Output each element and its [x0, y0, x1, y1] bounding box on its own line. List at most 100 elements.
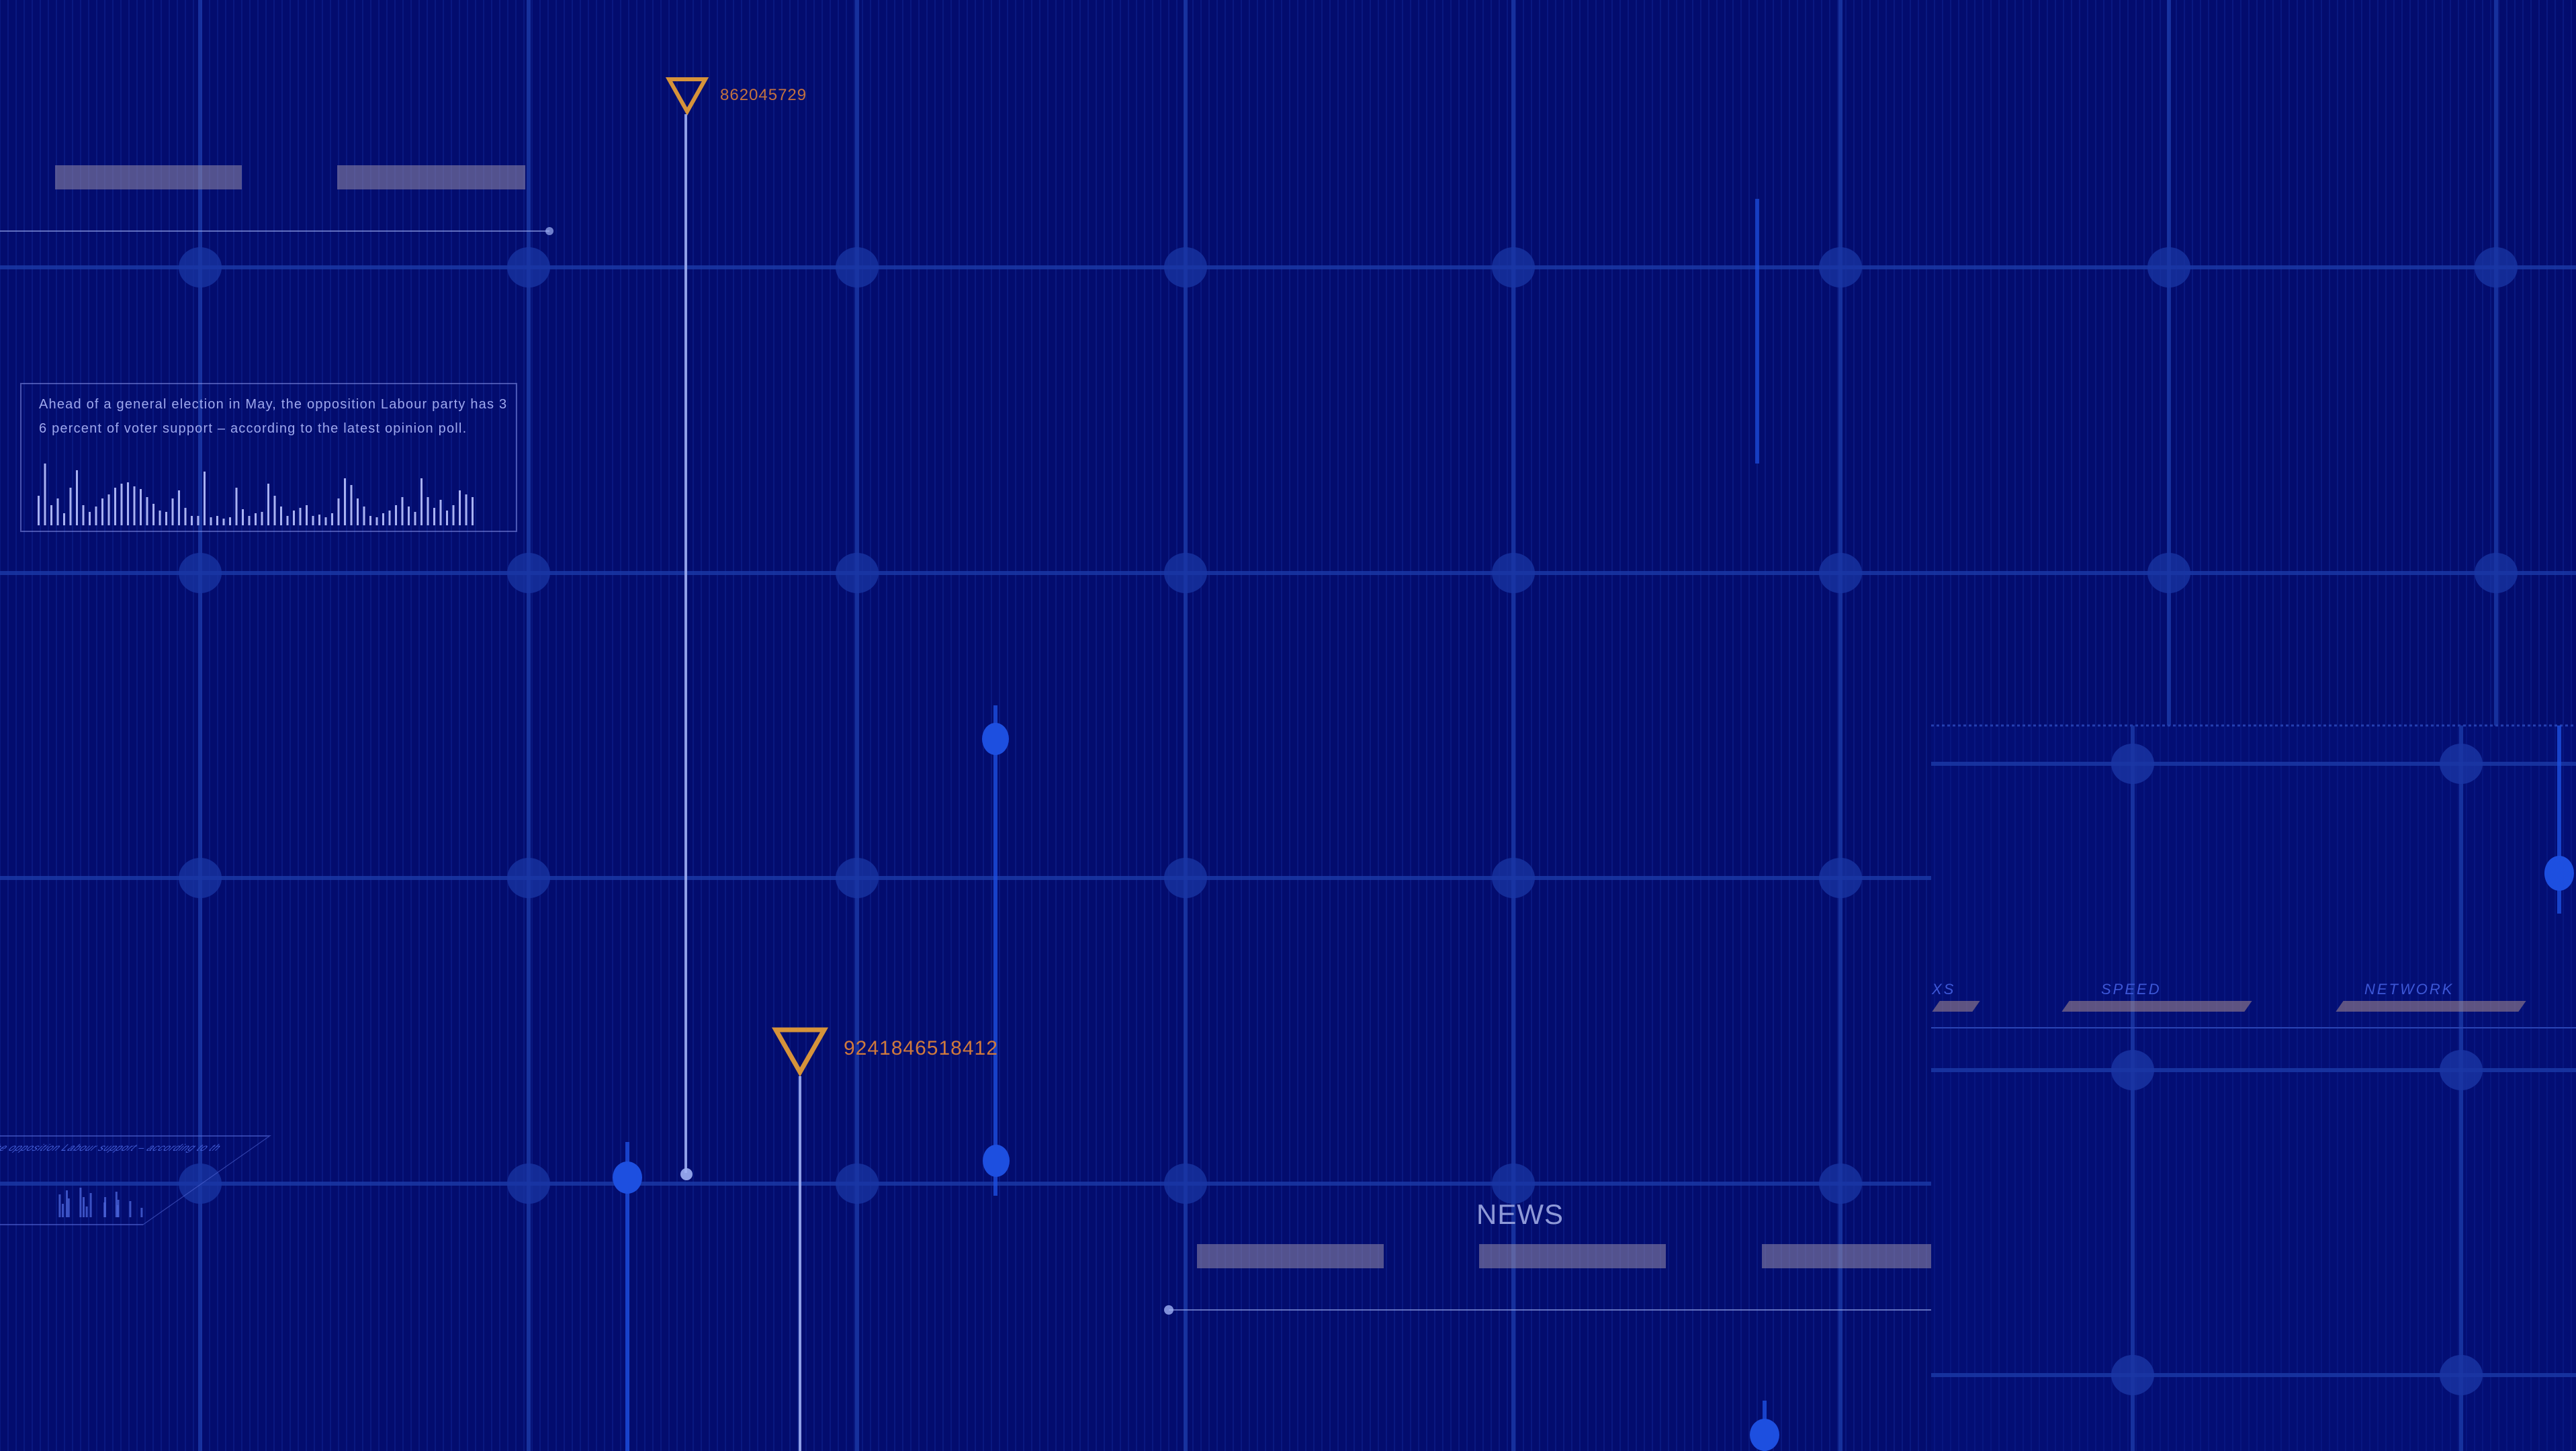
panel-bar — [120, 484, 123, 525]
panel-bar — [446, 511, 448, 525]
panel-bar — [459, 490, 461, 525]
angled-bar — [85, 1206, 88, 1217]
panel-bar — [472, 497, 474, 525]
grid-node — [836, 553, 879, 593]
panel-bar — [95, 507, 97, 525]
grid-node — [507, 247, 550, 288]
panel-bar — [255, 513, 257, 525]
panel-bar — [331, 513, 333, 525]
panel-bar — [420, 478, 423, 525]
panel-bar — [248, 516, 251, 525]
side-panel-bg — [1931, 726, 2576, 1451]
panel-bar — [69, 488, 72, 525]
accent-node — [2544, 856, 2574, 891]
panel-bar — [337, 498, 340, 525]
side-placeholder-bar — [2336, 1001, 2526, 1012]
angled-bar — [140, 1208, 143, 1217]
panel-bar — [127, 482, 129, 525]
grid-node — [2147, 553, 2190, 593]
triangle-down-icon — [771, 1027, 829, 1078]
panel-bar — [280, 507, 282, 525]
info-panel: Ahead of a general election in May, the … — [20, 383, 517, 532]
panel-bar — [350, 485, 353, 525]
angled-bar — [83, 1197, 85, 1217]
side-label-network: NETWORK — [2364, 981, 2454, 998]
panel-bar — [184, 508, 187, 525]
side-grid-node — [2111, 1050, 2154, 1090]
panel-bar — [82, 505, 85, 525]
angled-panel-text: of a gen. the opposition Labour support … — [0, 1142, 225, 1153]
marker-label-b: 9241846518412 — [844, 1037, 998, 1059]
panel-bar — [324, 517, 327, 525]
panel-bar — [197, 516, 199, 525]
grid-node — [1164, 247, 1207, 288]
grid-node — [1164, 858, 1207, 898]
panel-bar — [210, 517, 212, 525]
panel-bar — [408, 507, 410, 525]
panel-bar — [44, 464, 46, 525]
angled-bar — [66, 1190, 68, 1217]
angled-bar — [115, 1192, 118, 1217]
news-rule-dot — [1164, 1305, 1173, 1315]
panel-bar — [50, 505, 52, 525]
grid-node — [507, 1163, 550, 1204]
panel-bar — [369, 516, 371, 525]
placeholder-bar — [55, 165, 242, 189]
panel-bar — [165, 512, 167, 525]
info-panel-text: Ahead of a general election in May, the … — [39, 397, 508, 436]
grid-node — [507, 858, 550, 898]
panel-bar — [101, 498, 103, 525]
news-placeholder-bar — [1197, 1244, 1384, 1268]
panel-bar — [38, 496, 40, 525]
grid-node — [507, 553, 550, 593]
panel-bar — [401, 497, 404, 525]
grid-node — [836, 247, 879, 288]
grid-node — [179, 247, 222, 288]
panel-bar — [146, 497, 148, 525]
panel-bar — [318, 515, 320, 525]
rule-end-dot — [545, 227, 553, 235]
side-grid-node — [2440, 1355, 2483, 1395]
accent-node — [1750, 1419, 1779, 1451]
panel-bar — [465, 494, 468, 525]
panel-bar — [235, 488, 238, 525]
news-placeholder-bar — [1479, 1244, 1666, 1268]
panel-bar — [267, 484, 269, 525]
panel-bar — [76, 470, 78, 525]
panel-bar — [261, 512, 263, 525]
marker-label-a: 862045729 — [720, 86, 807, 104]
grid-node — [1819, 1163, 1862, 1204]
panel-bar — [152, 504, 154, 525]
grid-node — [1164, 553, 1207, 593]
side-placeholder-bar — [2061, 1001, 2252, 1012]
panel-bar — [56, 498, 59, 525]
triangle-down-icon — [665, 77, 709, 116]
panel-bar — [229, 517, 231, 525]
panel-bar — [204, 472, 206, 525]
grid-node — [179, 553, 222, 593]
grid-node — [2475, 247, 2518, 288]
angled-bar — [79, 1188, 82, 1217]
side-label-xs: XS — [1932, 981, 1956, 998]
grid-node — [1819, 247, 1862, 288]
news-placeholder-bar — [1762, 1244, 1931, 1268]
panel-bar — [357, 498, 359, 525]
angled-bar — [67, 1198, 70, 1217]
panel-bar — [171, 498, 174, 525]
side-grid-node — [2111, 1355, 2154, 1395]
panel-bar — [273, 496, 276, 525]
panel-bar — [159, 511, 161, 525]
placeholder-bar — [337, 165, 525, 189]
grid-node — [1492, 553, 1535, 593]
side-grid-node — [2440, 1050, 2483, 1090]
panel-bar — [312, 516, 314, 525]
panel-bar — [427, 497, 429, 525]
grid-node — [1492, 247, 1535, 288]
panel-bar — [114, 488, 116, 525]
panel-bar — [191, 516, 193, 525]
panel-bar — [433, 508, 435, 525]
accent-node — [613, 1161, 642, 1194]
panel-bar — [395, 505, 397, 525]
